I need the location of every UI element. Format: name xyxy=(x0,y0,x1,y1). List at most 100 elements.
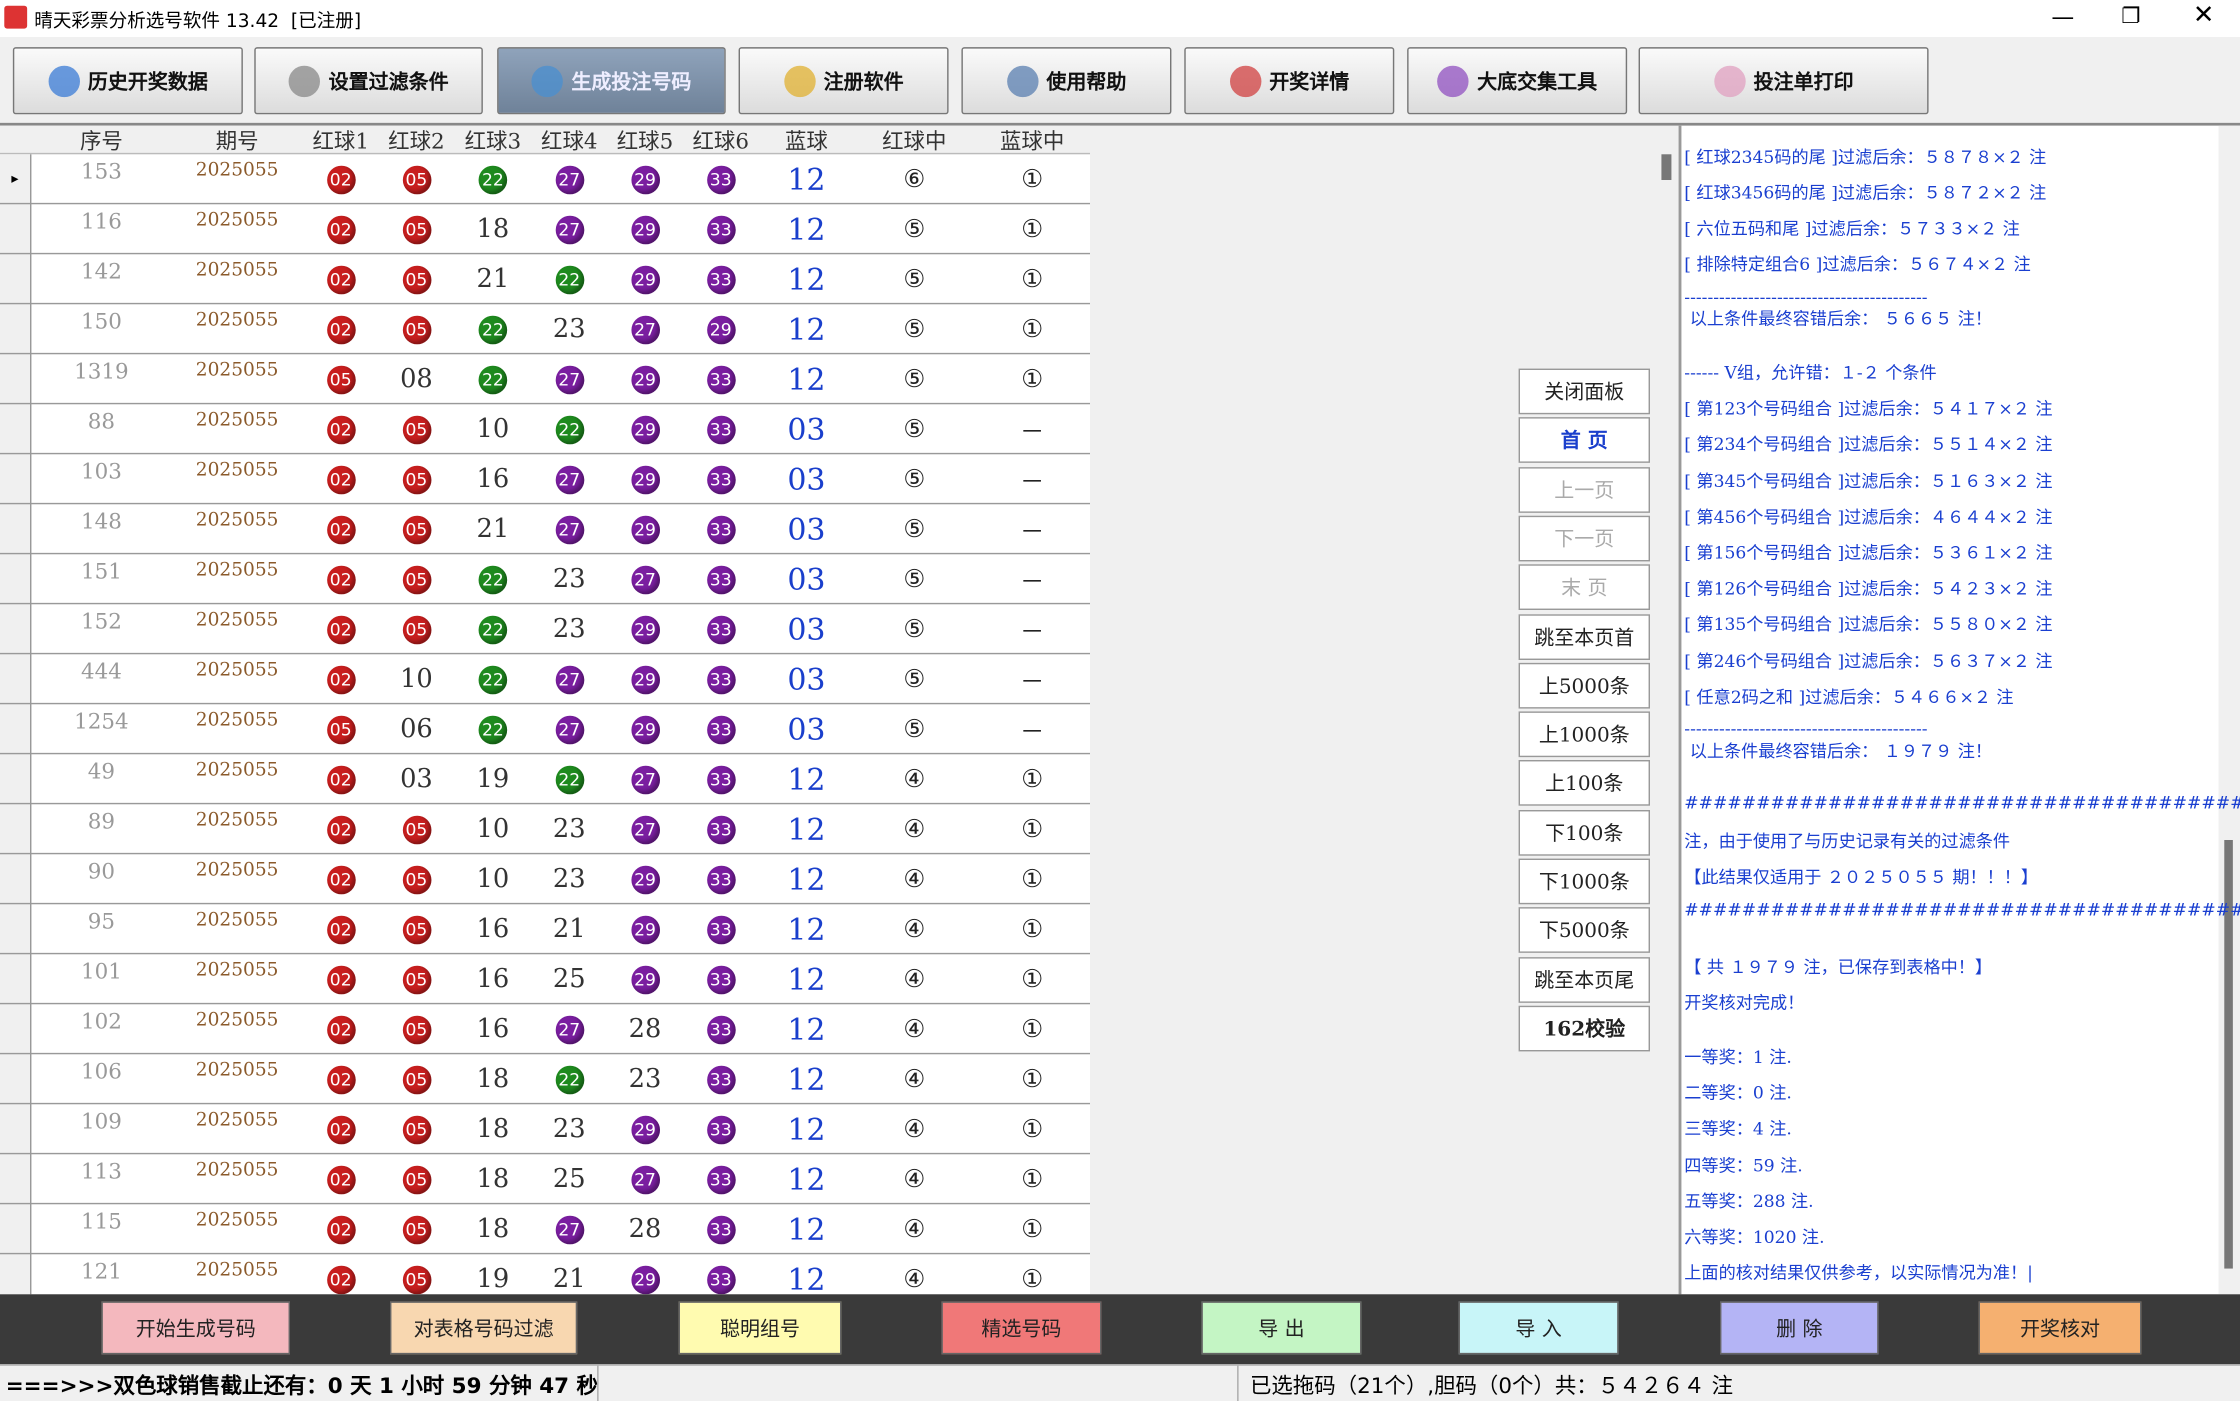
action-button[interactable]: 删 除 xyxy=(1719,1301,1879,1355)
log-scrollbar[interactable] xyxy=(2218,125,2240,1295)
column-header: 红球4 xyxy=(541,127,598,154)
action-button[interactable]: 对表格号码过滤 xyxy=(389,1301,578,1355)
side-button[interactable]: 关闭面板 xyxy=(1518,368,1650,415)
log-line: 注，由于使用了与历史记录有关的过滤条件 xyxy=(1684,831,2011,852)
side-button[interactable]: 上100条 xyxy=(1518,760,1650,807)
red-ball: 05 xyxy=(402,914,431,944)
blue-hits: ① xyxy=(1021,214,1044,244)
blue-hits: － xyxy=(1019,618,1045,648)
ball-cell: 29 xyxy=(607,454,683,504)
toolbar-button[interactable]: 大底交集工具 xyxy=(1407,47,1628,115)
action-button[interactable]: 开始生成号码 xyxy=(101,1301,290,1355)
red-ball: 29 xyxy=(630,214,660,244)
ball-cell: 05 xyxy=(303,704,379,754)
red-ball: 33 xyxy=(706,264,735,294)
ball-cell: 05 xyxy=(379,1004,455,1054)
red-ball: 02 xyxy=(326,864,355,894)
side-button[interactable]: 跳至本页首 xyxy=(1518,613,1650,660)
blue-ball: 12 xyxy=(787,162,826,197)
log-line: 【此结果仅适用于 ２０２５０５５ 期！！！】 xyxy=(1684,867,2039,888)
action-button[interactable]: 精选号码 xyxy=(941,1301,1102,1355)
red-ball: 27 xyxy=(554,714,584,744)
action-button[interactable]: 导 出 xyxy=(1201,1301,1362,1355)
ball-number: 06 xyxy=(400,714,433,745)
ball-cell: 33 xyxy=(683,654,759,704)
ball-cell: 29 xyxy=(607,404,683,454)
ball-cell: 33 xyxy=(683,254,759,304)
table-scrollbar[interactable] xyxy=(1654,125,1679,1295)
toolbar-button[interactable]: 生成投注号码 xyxy=(497,47,726,115)
log-line: 以上条件最终容错后余： １９７９ 注！ xyxy=(1684,741,1993,762)
ball-cell: 27 xyxy=(531,204,607,254)
side-button[interactable]: 下5000条 xyxy=(1518,907,1650,954)
log-line: 一等奖：1 注. xyxy=(1684,1047,1792,1068)
period-cell: 2025055 xyxy=(195,659,279,682)
red-hits: ⑤ xyxy=(903,414,926,444)
side-button[interactable]: 下100条 xyxy=(1518,809,1650,856)
blue-hits: － xyxy=(1019,668,1045,698)
red-ball: 29 xyxy=(630,164,660,194)
side-button[interactable]: 上1000条 xyxy=(1518,711,1650,758)
red-ball: 33 xyxy=(706,764,735,794)
side-button[interactable]: 上5000条 xyxy=(1518,662,1650,709)
toolbar-button[interactable]: 投注单打印 xyxy=(1638,47,1929,115)
red-ball: 05 xyxy=(402,164,431,194)
action-button[interactable]: 聪明组号 xyxy=(678,1301,842,1355)
red-hits: ⑤ xyxy=(903,264,926,294)
ball-number: 16 xyxy=(476,964,510,995)
ball-cell: 33 xyxy=(683,954,759,1004)
row-line xyxy=(0,802,1090,805)
side-button[interactable]: 末 页 xyxy=(1518,564,1650,611)
blue-ball: 12 xyxy=(787,862,826,897)
result-table: 序号 期号 红球1 红球2 红球3 红球4 红球5 红球6 蓝球 红球中 蓝球中 ▸ 153 202505… xyxy=(0,125,1090,1295)
toolbar-button[interactable]: 历史开奖数据 xyxy=(12,47,243,115)
toolbar-button[interactable]: 注册软件 xyxy=(738,47,949,115)
red-ball: 05 xyxy=(402,964,431,994)
side-button[interactable]: 下一页 xyxy=(1518,515,1650,562)
red-hits: ④ xyxy=(903,914,926,944)
toolbar-label: 设置过滤条件 xyxy=(328,70,449,94)
blue-hits: ① xyxy=(1021,1164,1044,1194)
ball-cell: 33 xyxy=(683,804,759,854)
row-line xyxy=(0,1102,1090,1105)
side-button[interactable]: 162校验 xyxy=(1518,1005,1650,1052)
red-hits: ④ xyxy=(903,764,926,794)
red-ball: 33 xyxy=(706,514,735,544)
action-button[interactable]: 开奖核对 xyxy=(1978,1301,2142,1355)
ball-cell: 33 xyxy=(683,554,759,604)
row-line xyxy=(0,252,1090,255)
ball-cell: 27 xyxy=(607,304,683,354)
toolbar-button[interactable]: 设置过滤条件 xyxy=(254,47,483,115)
seq-cell: 103 xyxy=(80,457,122,484)
ball-cell: 33 xyxy=(683,1254,759,1294)
side-button[interactable]: 下1000条 xyxy=(1518,858,1650,905)
red-ball: 02 xyxy=(326,564,355,594)
ball-cell: 02 xyxy=(303,554,379,604)
restore[interactable]: ❐ xyxy=(2121,2,2141,29)
side-button[interactable]: 上一页 xyxy=(1518,466,1650,513)
log-line: ########################################… xyxy=(1684,792,2240,813)
toolbar-button[interactable]: 开奖详情 xyxy=(1184,47,1395,115)
minimize[interactable]: — xyxy=(2051,2,2075,30)
ball-cell: 02 xyxy=(303,954,379,1004)
red-ball: 22 xyxy=(478,364,508,394)
ball-number: 10 xyxy=(476,414,510,445)
period-cell: 2025055 xyxy=(195,859,279,882)
close[interactable]: ✕ xyxy=(2192,0,2215,30)
red-ball: 33 xyxy=(706,164,735,194)
side-button[interactable]: 跳至本页尾 xyxy=(1518,956,1650,1003)
status-bar: ===>>>双色球销售截止还有：0 天 1 小时 59 分钟 47 秒 已选拖码… xyxy=(0,1364,2240,1401)
side-button[interactable]: 首 页 xyxy=(1518,417,1650,464)
ball-cell: 33 xyxy=(683,354,759,404)
red-ball: 29 xyxy=(630,264,660,294)
red-ball: 33 xyxy=(706,1064,735,1094)
action-button[interactable]: 导 入 xyxy=(1458,1301,1619,1355)
ball-cell: 29 xyxy=(607,704,683,754)
log-line: [ 第234个号码组合 ]过滤后余：５５１４×２ 注 xyxy=(1684,434,2053,455)
ball-cell: 02 xyxy=(303,1204,379,1254)
row-line xyxy=(0,352,1090,355)
ball-number: 23 xyxy=(552,814,586,845)
toolbar-button[interactable]: 使用帮助 xyxy=(961,47,1172,115)
row-line xyxy=(0,702,1090,705)
red-ball: 02 xyxy=(326,1064,355,1094)
